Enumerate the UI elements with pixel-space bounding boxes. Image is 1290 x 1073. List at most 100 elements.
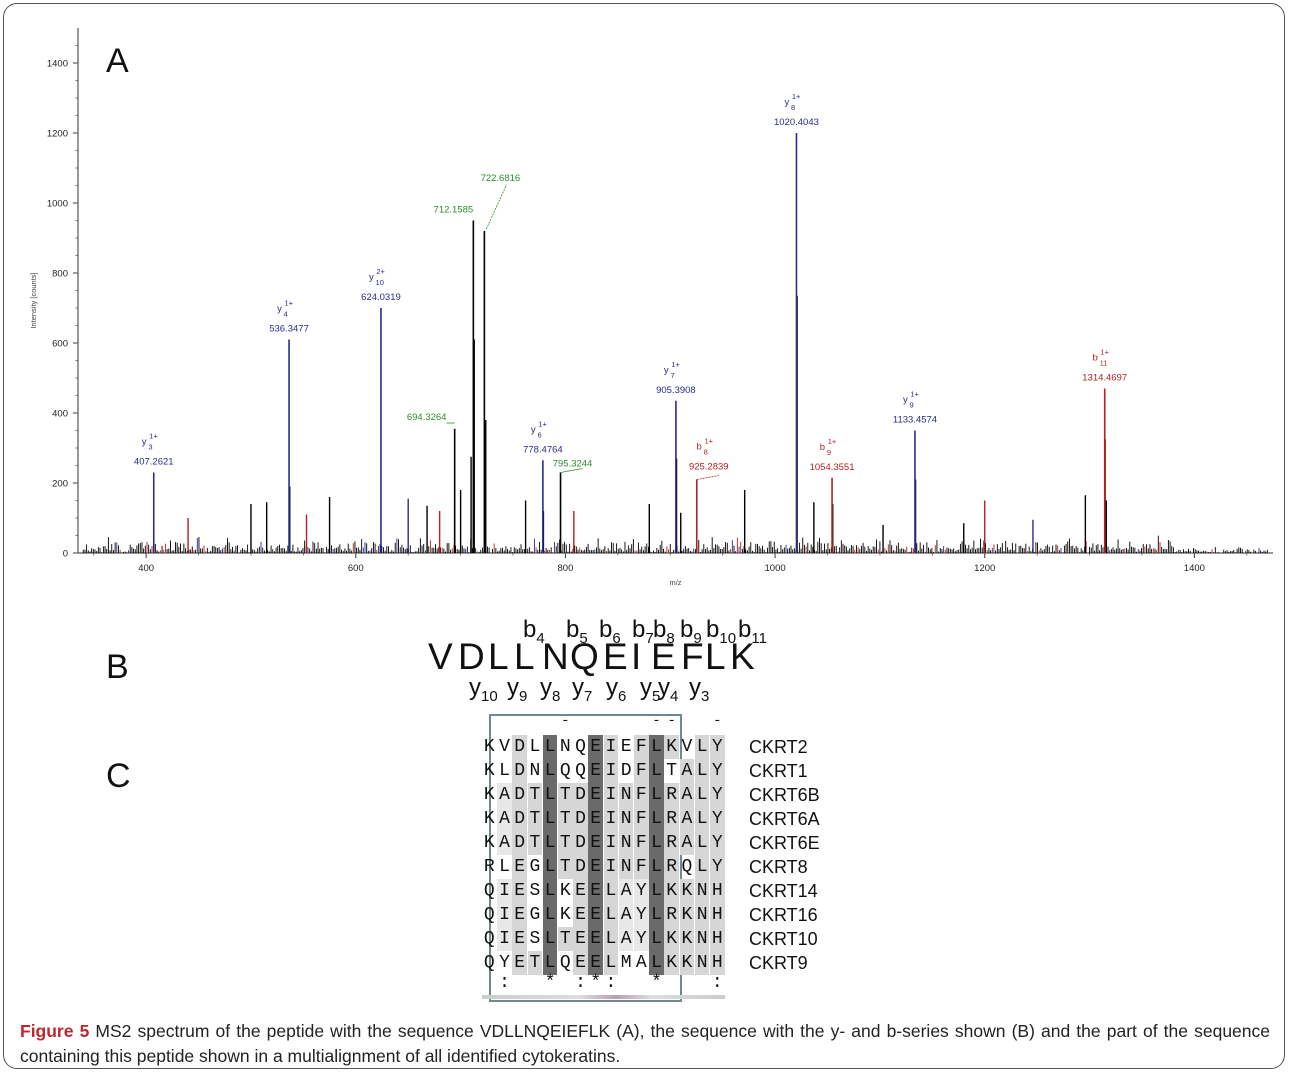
alignment-residue: L	[542, 831, 558, 855]
alignment-residue: N	[618, 807, 634, 831]
consensus-symbol: :	[499, 973, 510, 993]
alignment-protein-name: CKRT1	[749, 761, 808, 781]
peak-mz-label: 925.2839	[689, 462, 729, 473]
ms2-spectrum-chart: 0 200 400 600 800 1000 1200 1400 400 600 800 1000 12…	[29, 28, 1273, 587]
alignment-residue: F	[634, 831, 649, 855]
alignment-residue: F	[634, 855, 649, 879]
alignment-residue: E	[573, 903, 588, 927]
x-tick-label: 400	[138, 563, 154, 574]
alignment-residue: H	[710, 927, 725, 951]
alignment-residue: R	[483, 857, 495, 877]
y-ion-label: y8	[540, 674, 561, 705]
alignment-residue: D	[620, 761, 632, 781]
b-ion-label: b5	[566, 616, 588, 647]
alignment-residue: E	[588, 927, 603, 951]
b-ion-label: b9	[680, 616, 702, 647]
alignment-residue: E	[512, 951, 527, 975]
alignment-residue: L	[542, 855, 558, 879]
alignment-residue: L	[542, 951, 558, 975]
peak-ion-label: b 1+ 8	[697, 437, 714, 457]
alignment-residue: K	[483, 809, 495, 829]
alignment-residue: K	[559, 881, 571, 901]
peak-mz-label: 1314.4697	[1082, 373, 1127, 384]
alignment-residue: N	[618, 855, 634, 879]
peak-ion-label: y 1+ 3	[142, 432, 159, 452]
b-ion-label: b11	[738, 616, 767, 647]
alignment-residue: K	[483, 737, 495, 757]
y-tick-label: 1200	[47, 129, 68, 140]
alignment-residue: H	[710, 903, 725, 927]
alignment-residue: E	[512, 879, 527, 903]
alignment-residue: I	[603, 735, 619, 759]
leader-line	[486, 184, 507, 230]
alignment-residue: L	[542, 807, 558, 831]
alignment-residue: T	[666, 761, 678, 781]
alignment-top-mark: -	[713, 713, 722, 729]
peak-mz-label: 722.6816	[481, 173, 521, 184]
peak-mz-label: 1133.4574	[893, 415, 937, 426]
alignment-residue: I	[603, 807, 619, 831]
alignment-residue: S	[529, 881, 541, 901]
peptide-residue: V	[428, 636, 453, 677]
alignment-residue: D	[512, 735, 527, 759]
alignment-residue: L	[694, 807, 710, 831]
alignment-residue: V	[499, 737, 510, 757]
y-ion-label: y10	[469, 674, 498, 705]
alignment-residue: Q	[575, 737, 586, 757]
alignment-residue: D	[512, 807, 527, 831]
alignment-residue: F	[634, 783, 649, 807]
y-ion-label: y6	[606, 674, 627, 705]
alignment-residue: Y	[634, 927, 649, 951]
alignment-residue: L	[542, 927, 558, 951]
peptide-residue: F	[681, 636, 704, 677]
alignment-residue: I	[497, 927, 512, 951]
alignment-residue: Y	[710, 807, 725, 831]
alignment-residue: L	[649, 807, 664, 831]
panel-label-c: C	[106, 757, 131, 795]
alignment-residue: F	[634, 807, 649, 831]
alignment-residue: K	[679, 903, 695, 927]
alignment-protein-name: CKRT8	[749, 857, 808, 877]
alignment-residue: N	[694, 951, 710, 975]
alignment-residue: R	[664, 807, 679, 831]
alignment-residue: D	[573, 783, 588, 807]
alignment-residue: I	[603, 783, 619, 807]
alignment-residue: L	[649, 879, 664, 903]
consensus-symbol: *	[651, 973, 662, 993]
alignment-residue: K	[664, 927, 679, 951]
x-axis-label: m/z	[669, 578, 681, 587]
alignment-residue: K	[664, 735, 679, 759]
alignment-residue: L	[542, 903, 558, 927]
caption-label: Figure 5	[20, 1021, 90, 1041]
y-ion-label: y4	[658, 674, 679, 705]
alignment-residue: I	[497, 903, 512, 927]
alignment-residue: E	[588, 807, 603, 831]
peak-ion-label: y 1+ 9	[903, 390, 920, 410]
y-axis-label: Intensity [counts]	[29, 272, 38, 328]
alignment-residue: Q	[681, 857, 693, 877]
y-tick-label: 200	[52, 479, 68, 490]
alignment-residue: L	[694, 759, 710, 783]
peptide-residue: L	[488, 636, 509, 677]
alignment-residue: L	[694, 735, 710, 759]
alignment-residue: K	[664, 879, 679, 903]
b-ion-label: b4	[523, 616, 545, 647]
alignment-protein-name: CKRT9	[749, 953, 808, 973]
alignment-residue: T	[558, 831, 573, 855]
alignment-residue: F	[634, 735, 649, 759]
peak-mz-label: 694.3264	[407, 412, 447, 423]
alignment-protein-name: CKRT6E	[749, 833, 820, 853]
alignment-residue: Q	[483, 929, 495, 949]
alignment-residue: T	[558, 927, 573, 951]
b-ion-label: b6	[599, 616, 621, 647]
peak-mz-label: 1054.3551	[810, 462, 855, 473]
alignment-residue: Q	[575, 761, 586, 781]
consensus-symbol: :	[605, 973, 617, 993]
alignment-residue: A	[679, 807, 695, 831]
alignment-residue: F	[634, 759, 649, 783]
alignment-residue: Q	[559, 953, 571, 973]
consensus-symbol: :	[575, 973, 586, 993]
alignment-residue: D	[573, 807, 588, 831]
alignment-residue: E	[588, 879, 603, 903]
alignment-residue: Y	[710, 735, 725, 759]
